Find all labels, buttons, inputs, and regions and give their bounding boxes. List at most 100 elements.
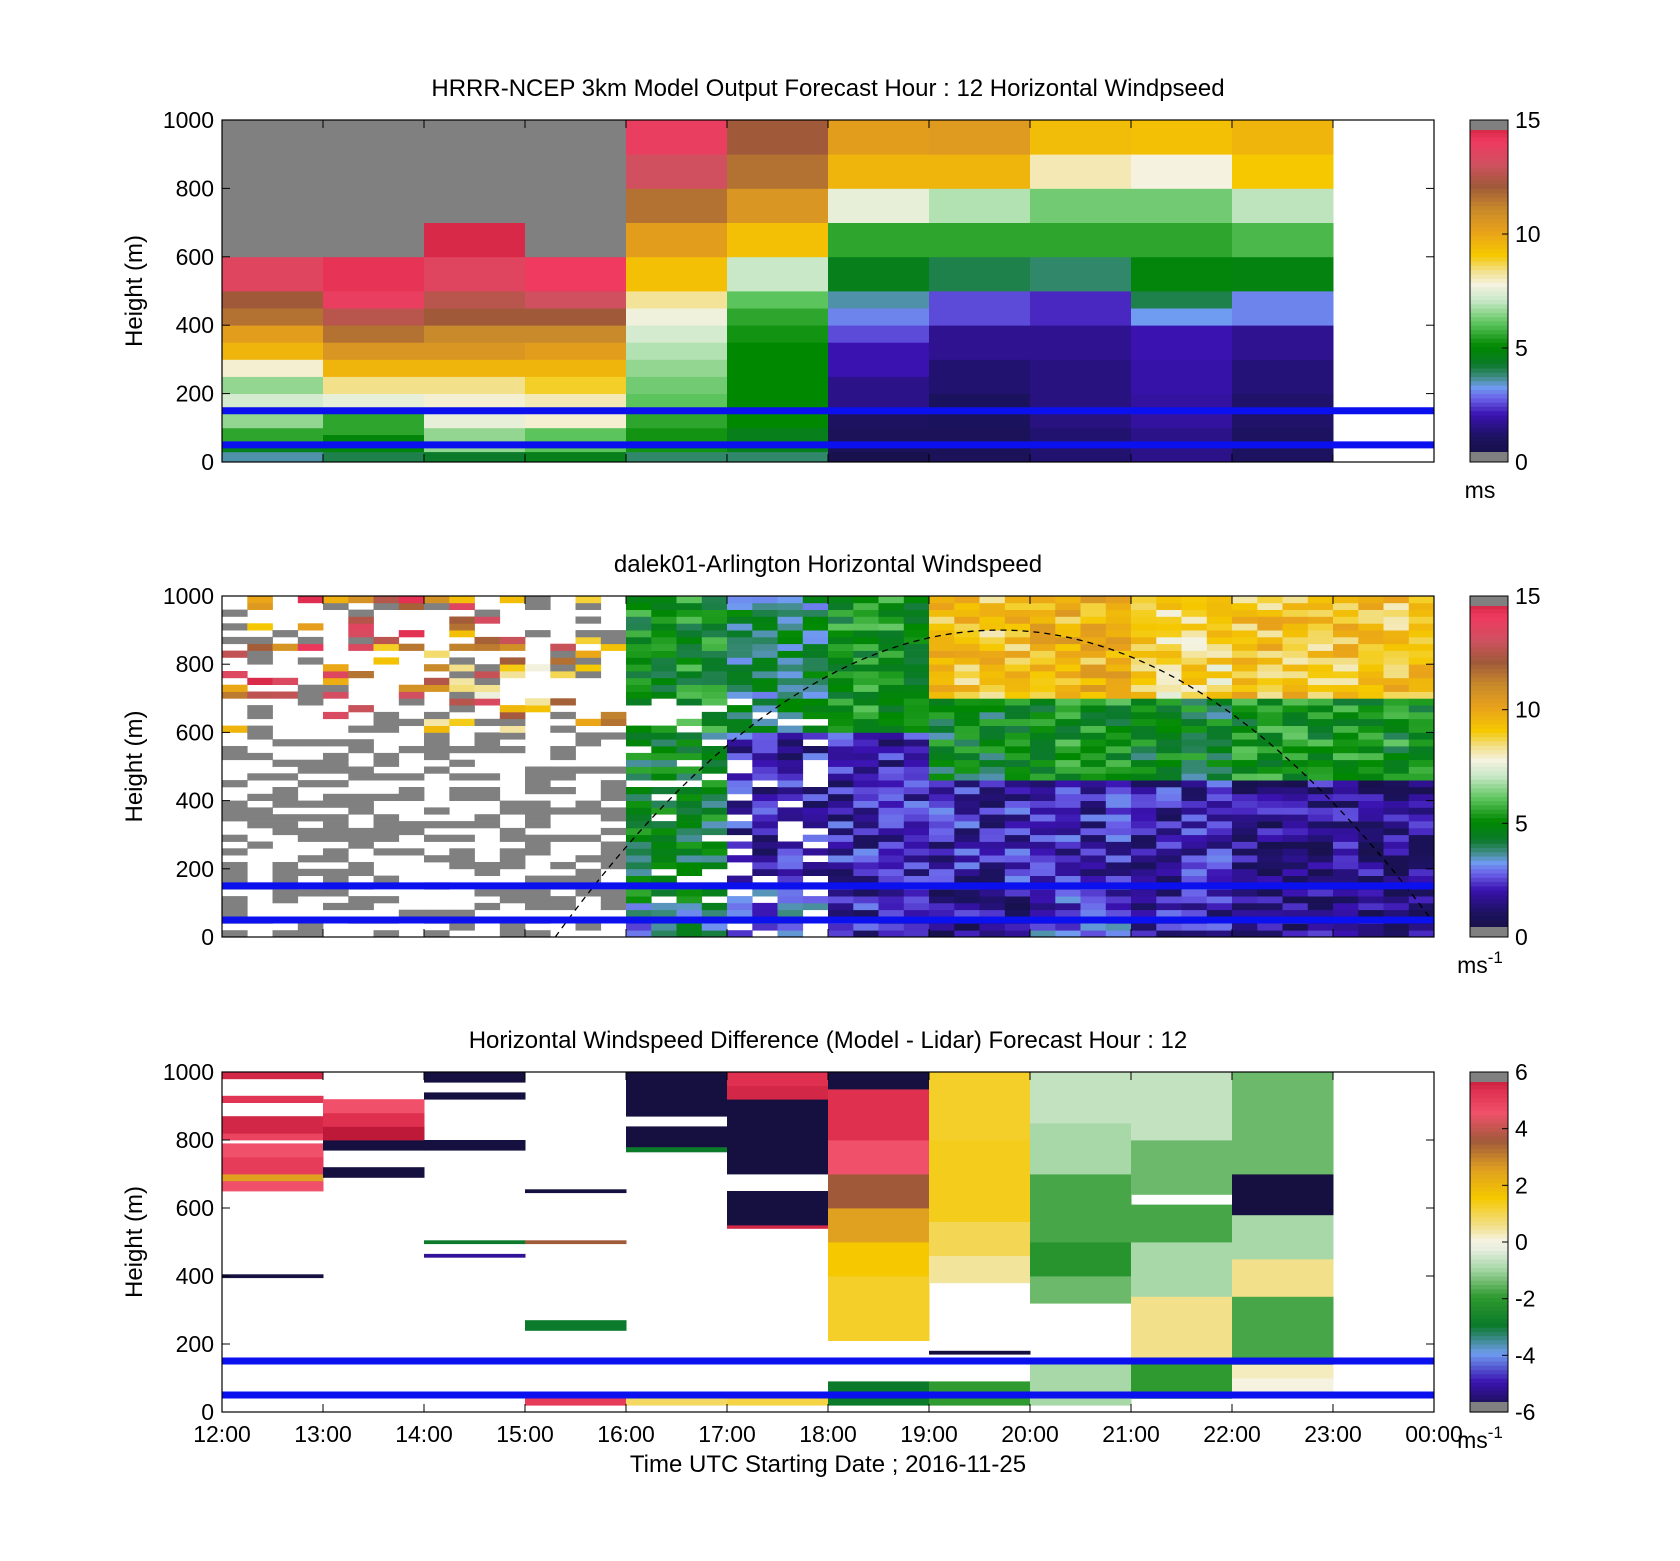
heatmap-cells <box>222 1072 1334 1406</box>
heatmap-cell <box>828 752 854 761</box>
heatmap-cell <box>979 902 1006 911</box>
heatmap-cell <box>727 739 753 747</box>
heatmap-cell <box>1131 671 1157 679</box>
heatmap-cell <box>1156 718 1182 726</box>
y-tick-label: 0 <box>201 924 214 950</box>
heatmap-cell <box>1131 308 1233 326</box>
heatmap-cell <box>929 780 955 788</box>
colorbar-swatch <box>1470 312 1508 318</box>
heatmap-cell <box>701 623 728 631</box>
heatmap-cell <box>651 807 677 815</box>
colorbar-swatch <box>1470 694 1508 699</box>
heatmap-cell <box>1206 855 1233 863</box>
heatmap-cell <box>449 759 475 767</box>
heatmap-cell <box>1105 752 1132 761</box>
heatmap-cell <box>1055 711 1081 720</box>
heatmap-cell <box>727 1225 829 1229</box>
heatmap-cell <box>1383 746 1410 754</box>
heatmap-cell <box>1105 821 1132 829</box>
heatmap-cell <box>1206 671 1233 679</box>
heatmap-cell <box>979 636 1006 645</box>
heatmap-cell <box>424 909 450 917</box>
colorbar-swatch <box>1470 393 1508 399</box>
heatmap-cell <box>1105 718 1132 726</box>
colorbar-swatch <box>1470 184 1508 189</box>
heatmap-cell <box>1181 739 1208 747</box>
heatmap-cell <box>1282 800 1309 808</box>
heatmap-cell <box>1383 630 1410 638</box>
heatmap-cell <box>1358 875 1384 883</box>
colorbar-swatch <box>1470 380 1508 386</box>
heatmap-cell <box>626 800 652 808</box>
heatmap-cell <box>626 862 652 870</box>
heatmap-cell <box>1232 698 1258 706</box>
heatmap-cell <box>1004 691 1031 699</box>
heatmap-cell <box>701 732 728 740</box>
heatmap-cell <box>701 780 728 788</box>
heatmap-cell <box>676 664 703 672</box>
heatmap-cell <box>903 643 930 651</box>
heatmap-cell <box>929 841 955 849</box>
heatmap-cell <box>1257 623 1283 631</box>
heatmap-cell <box>1181 596 1208 604</box>
heatmap-cell <box>1383 868 1410 876</box>
heatmap-cell <box>222 359 324 377</box>
heatmap-cell <box>1030 359 1132 429</box>
heatmap-cell <box>424 410 526 429</box>
colorbar-swatch <box>1470 244 1508 249</box>
heatmap-cell <box>979 821 1006 829</box>
heatmap-cell <box>954 787 980 795</box>
heatmap-cell <box>1358 889 1384 897</box>
heatmap-cell <box>222 393 324 412</box>
heatmap-cell <box>348 623 374 631</box>
colorbar-swatch <box>1470 389 1508 395</box>
heatmap-cell <box>1206 746 1233 754</box>
heatmap-cell <box>1383 636 1410 645</box>
heatmap-cell <box>802 698 829 706</box>
heatmap-cell <box>424 732 450 740</box>
heatmap-cell <box>1004 630 1031 638</box>
x-tick-label: 16:00 <box>597 1421 655 1447</box>
heatmap-cell <box>1030 780 1056 788</box>
colorbar-swatch <box>1470 1195 1508 1201</box>
heatmap-cell <box>979 623 1006 631</box>
colorbar-swatch <box>1470 1093 1508 1099</box>
heatmap-cell <box>676 909 703 917</box>
heatmap-cell <box>878 671 905 679</box>
heatmap-cell <box>575 596 602 604</box>
colorbar-swatch <box>1470 1297 1508 1303</box>
heatmap-cell <box>1080 684 1107 692</box>
heatmap-cell <box>929 875 955 883</box>
heatmap-cell <box>903 923 930 931</box>
heatmap-cell <box>1282 923 1309 931</box>
heatmap-cell <box>1383 862 1410 870</box>
heatmap-cell <box>878 862 905 870</box>
heatmap-cell <box>1383 671 1410 679</box>
heatmap-cell <box>1257 848 1283 856</box>
heatmap-cell <box>600 787 627 795</box>
heatmap-cell <box>802 643 829 651</box>
heatmap-cell <box>701 684 728 692</box>
heatmap-cell <box>777 889 804 897</box>
colorbar-swatch <box>1470 1348 1508 1354</box>
heatmap-cell <box>727 609 753 617</box>
heatmap-cell <box>1282 643 1309 651</box>
heatmap-cell <box>449 787 475 795</box>
heatmap-cell <box>727 222 829 258</box>
heatmap-cell <box>1383 718 1410 726</box>
heatmap-cell <box>222 1274 324 1279</box>
heatmap-cell <box>1257 780 1283 788</box>
colorbar-swatch <box>1470 1322 1508 1328</box>
heatmap-cell <box>1105 855 1132 863</box>
heatmap-cell <box>727 855 753 863</box>
heatmap-cell <box>979 691 1006 699</box>
heatmap-cell <box>272 759 299 767</box>
colorbar-unit-exponent: -1 <box>1488 948 1503 967</box>
x-tick-label: 19:00 <box>900 1421 958 1447</box>
colorbar-swatch <box>1470 719 1508 725</box>
heatmap-cell <box>424 664 450 672</box>
heatmap-cell <box>903 848 930 856</box>
heatmap-cell <box>777 732 804 740</box>
heatmap-cell <box>979 766 1006 774</box>
heatmap-cell <box>979 698 1006 706</box>
